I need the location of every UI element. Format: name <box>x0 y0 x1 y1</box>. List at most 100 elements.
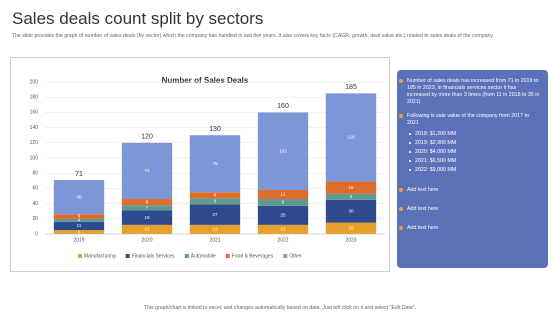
y-tick-label: 40 <box>32 201 38 207</box>
bar-segment <box>53 221 105 231</box>
value-label: 12 <box>280 192 286 197</box>
value-label: 75 <box>212 161 218 166</box>
total-label: 71 <box>75 171 83 178</box>
value-label: 102 <box>279 148 287 153</box>
title: Sales deals count split by sectors <box>12 9 264 28</box>
value-label: 8 <box>146 199 149 204</box>
value-label: 4 <box>78 218 81 223</box>
value-label: 74 <box>144 168 150 173</box>
extra-point: Add text here <box>399 206 540 213</box>
bar-segment <box>121 224 173 234</box>
bar-segment <box>121 210 173 225</box>
value-item: 2018: $1,200 MM <box>409 130 540 139</box>
total-label: 120 <box>141 134 153 141</box>
value-label: 9 <box>282 200 285 205</box>
legend-label: Financials Services <box>132 253 176 259</box>
x-tick-label: 2020 <box>141 237 152 243</box>
value-label: 12 <box>280 227 286 232</box>
value-label: 7 <box>146 205 149 210</box>
value-label: 5 <box>78 229 81 234</box>
value-label: 12 <box>212 227 218 232</box>
bar-segment <box>257 224 309 234</box>
legend-label: Automobile <box>191 253 216 259</box>
legend-label: Other <box>289 253 302 259</box>
point-text: Following is sale value of the company f… <box>407 112 529 126</box>
bar-segment <box>257 205 309 225</box>
value-label: 8 <box>214 199 217 204</box>
bar-segment <box>189 224 241 234</box>
legend-label: Manufacturing <box>84 253 116 259</box>
bar-segment <box>53 218 105 222</box>
subtitle: The slide provides the graph of number o… <box>12 33 495 39</box>
value-label: 8 <box>350 194 353 199</box>
value-item: 2019: $2,900 MM <box>409 139 540 148</box>
y-tick-label: 200 <box>30 79 39 85</box>
y-tick-label: 180 <box>30 95 39 101</box>
value-label: 116 <box>347 135 355 140</box>
x-tick-label: 2022 <box>277 237 288 243</box>
legend-swatch <box>78 254 82 258</box>
bar-segment <box>53 180 105 215</box>
y-tick-label: 120 <box>30 140 39 146</box>
legend-swatch <box>225 254 230 258</box>
value-label: 16 <box>348 185 354 190</box>
chart-title: Number of Sales Deals <box>162 76 249 85</box>
value-item: 2022: $9,000 MM <box>409 166 540 175</box>
y-tick-label: 160 <box>30 110 39 116</box>
total-label: 130 <box>209 126 221 133</box>
y-tick-label: 60 <box>32 186 38 192</box>
value-label: 8 <box>214 192 217 197</box>
x-tick-label: 2023 <box>345 237 356 243</box>
bar-segment <box>121 142 173 200</box>
bar-segment <box>325 93 377 182</box>
extra-text: Add text here <box>407 186 439 193</box>
bar-segment <box>189 135 241 193</box>
legend-label: Food & Beverages <box>232 253 274 259</box>
bar-segment <box>189 192 241 199</box>
y-tick-label: 100 <box>30 155 39 161</box>
footer: This graph/chart is linked to excel, and… <box>143 305 417 311</box>
extras: Add text here Add text here Add text here <box>399 186 540 232</box>
value-item: 2020: $4,000 MM <box>409 148 540 157</box>
chart-frame <box>10 57 390 272</box>
value-list: 2018: $1,200 MM 2019: $2,900 MM 2020: $4,0… <box>407 130 540 175</box>
bar-segment <box>257 189 309 200</box>
bar-segment <box>189 198 241 205</box>
side-panel: Number of sales deals has increased from… <box>397 70 548 268</box>
value-label: 11 <box>77 223 82 228</box>
y-tick-label: 0 <box>35 231 38 237</box>
value-label: 45 <box>76 194 82 199</box>
value-label: 30 <box>348 208 354 213</box>
bar-segment <box>189 204 241 225</box>
legend-swatch <box>125 254 130 258</box>
bar-segment <box>121 205 173 211</box>
value-label: 15 <box>348 225 354 230</box>
y-tick-label: 80 <box>32 171 38 177</box>
bar-segment <box>325 222 377 234</box>
extra-point: Add text here <box>399 186 540 194</box>
point: Number of sales deals has increased from… <box>399 78 540 107</box>
bar-segment <box>53 230 105 234</box>
x-tick-label: 2019 <box>73 237 84 243</box>
extra-point: Add text here <box>399 225 540 232</box>
value-label: 27 <box>212 212 218 217</box>
value-label: 25 <box>280 213 286 218</box>
point-text: Number of sales deals has increased from… <box>407 78 540 106</box>
bar-segment <box>325 193 377 200</box>
y-tick-label: 140 <box>30 125 39 131</box>
bar-segment <box>53 214 105 219</box>
x-tick-label: 2021 <box>209 237 220 243</box>
bar-segment <box>325 199 377 223</box>
legend-swatch <box>184 254 189 258</box>
value-label: 12 <box>144 227 150 232</box>
point: Following is sale value of the company f… <box>399 112 540 127</box>
bullet-dot <box>399 206 403 211</box>
total-label: 160 <box>277 103 289 110</box>
bullet-dot <box>399 226 403 231</box>
bullet-dot <box>399 187 403 192</box>
bar-segment <box>121 199 173 206</box>
extra-text: Add text here <box>407 225 439 232</box>
value-label: 6 <box>78 214 81 219</box>
bar-segment <box>325 181 377 194</box>
